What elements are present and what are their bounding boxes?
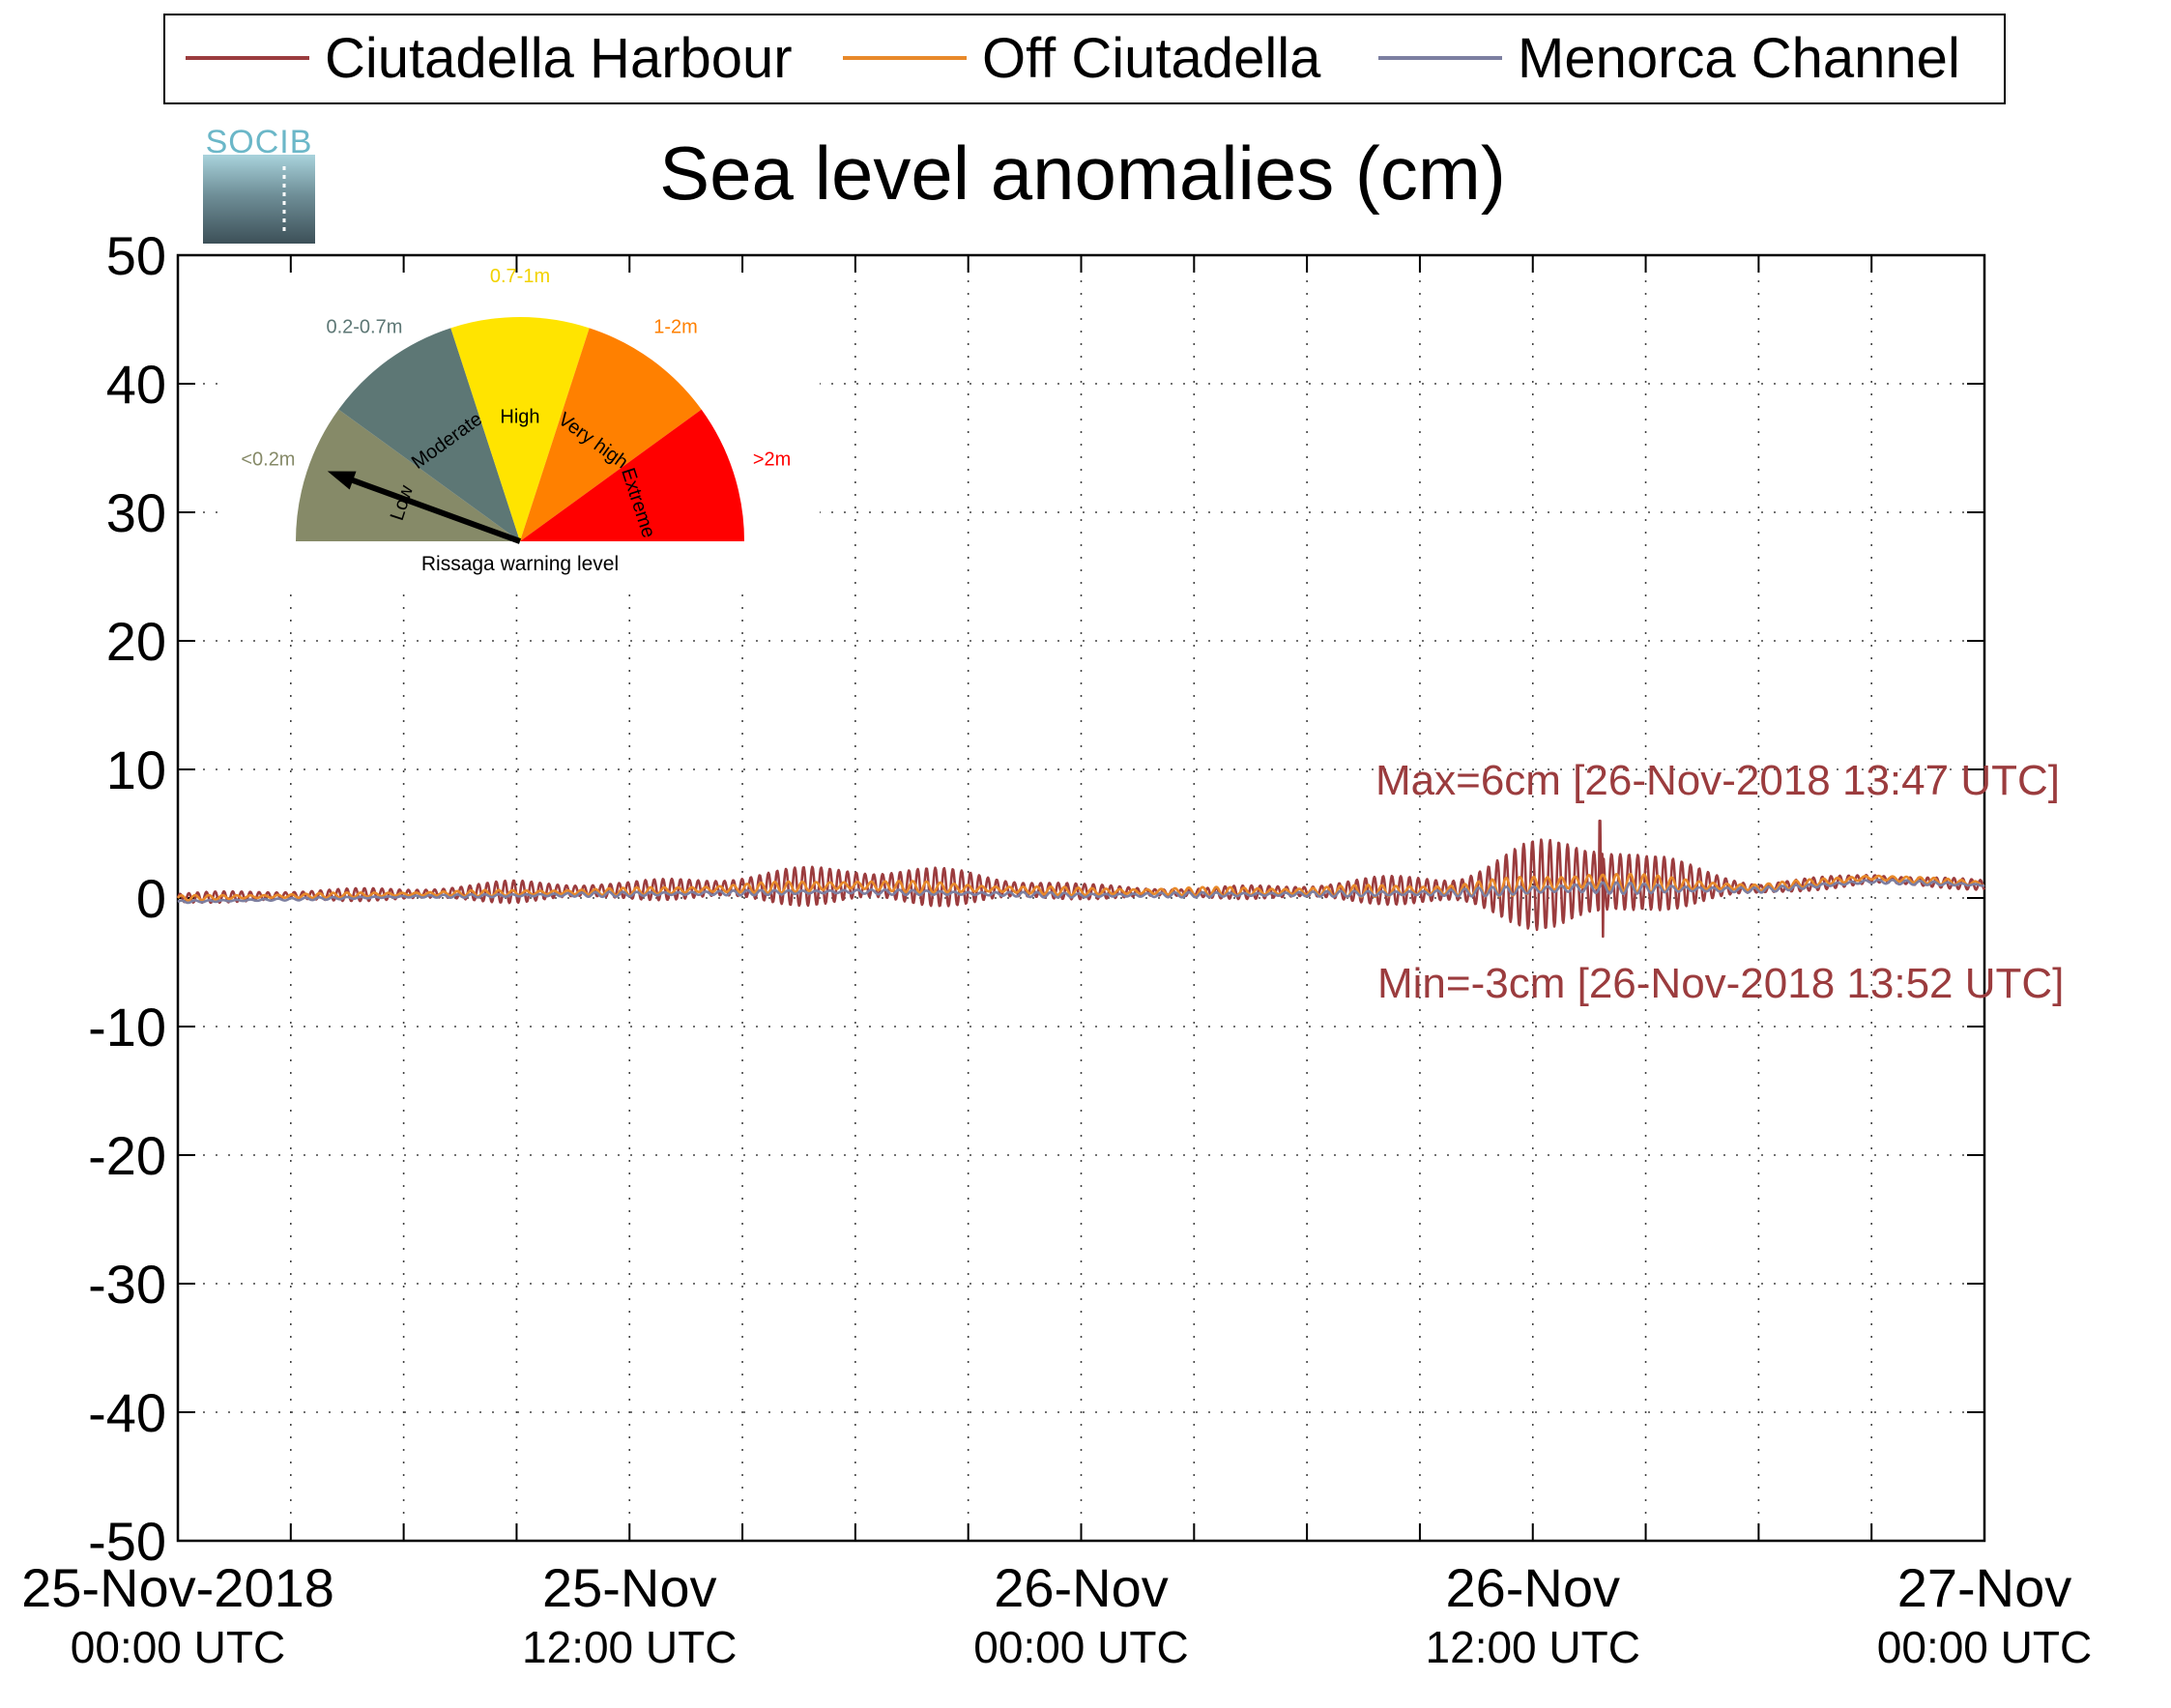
y-tick-label: 0 — [136, 868, 166, 929]
x-tick-label: 26-Nov — [1445, 1557, 1620, 1618]
series-line-ciutadella-harbour — [176, 819, 1986, 939]
gauge-sector-very-high — [520, 328, 702, 541]
legend-label-menorca-channel: Menorca Channel — [1518, 27, 1960, 90]
y-tick-label: 50 — [106, 225, 166, 286]
gauge-sector-high — [450, 317, 590, 541]
x-tick-label: 26-Nov — [994, 1557, 1169, 1618]
gauge-needle — [339, 473, 522, 544]
x-tick-sublabel: 00:00 UTC — [71, 1622, 285, 1672]
socib-logo-image — [203, 155, 315, 244]
y-tick-label: -30 — [88, 1254, 166, 1315]
y-tick-label: -40 — [88, 1382, 166, 1443]
legend: Ciutadella Harbour Off Ciutadella Menorc… — [163, 14, 2006, 104]
gauge-needle-head — [327, 471, 357, 490]
max-annotation: Max=6cm [26-Nov-2018 13:47 UTC] — [1375, 757, 2060, 804]
y-tick-label: -10 — [88, 997, 166, 1057]
x-tick-label: 25-Nov-2018 — [21, 1557, 334, 1618]
gauge-range-label: >2m — [753, 449, 791, 470]
x-tick-sublabel: 12:00 UTC — [522, 1622, 737, 1672]
gauge-sector-moderate — [338, 328, 520, 541]
chart-title: Sea level anomalies (cm) — [659, 130, 1506, 216]
y-axis-labels: 50 40 30 20 10 0 -10 -20 -30 -40 -50 — [88, 225, 166, 1572]
gauge-range-label: <0.2m — [241, 449, 295, 470]
x-tick-sublabel: 00:00 UTC — [973, 1622, 1188, 1672]
x-tick-sublabel: 00:00 UTC — [1877, 1622, 2092, 1672]
gauge-sector-low — [296, 409, 520, 541]
gauge-range-label: 0.2-0.7m — [326, 316, 402, 337]
gauge-range-label: 1-2m — [653, 316, 698, 337]
y-tick-label: -50 — [88, 1511, 166, 1572]
gauge-sector-extreme — [520, 409, 744, 541]
series-line-menorca-channel — [177, 878, 1985, 905]
gauge-sector-label: High — [500, 407, 539, 428]
x-tick-sublabel: 12:00 UTC — [1426, 1622, 1640, 1672]
y-tick-label: 10 — [106, 739, 166, 800]
legend-box — [163, 14, 2006, 104]
x-tick-label: 25-Nov — [542, 1557, 717, 1618]
gauge-caption: Rissaga warning level — [421, 553, 619, 575]
x-tick-label: 27-Nov — [1897, 1557, 2072, 1618]
socib-logo: SOCIB — [203, 124, 315, 244]
y-tick-label: -20 — [88, 1125, 166, 1186]
y-tick-label: 40 — [106, 354, 166, 415]
min-annotation: Min=-3cm [26-Nov-2018 13:52 UTC] — [1377, 960, 2064, 1007]
gauge-range-label: 0.7-1m — [490, 266, 550, 287]
socib-logo-text: SOCIB — [206, 124, 313, 160]
y-tick-label: 20 — [106, 611, 166, 672]
legend-label-ciutadella-harbour: Ciutadella Harbour — [325, 27, 793, 90]
legend-label-off-ciutadella: Off Ciutadella — [982, 27, 1321, 90]
y-tick-label: 30 — [106, 482, 166, 543]
axis-ticks — [178, 254, 1984, 1542]
series-lines — [176, 819, 1986, 939]
